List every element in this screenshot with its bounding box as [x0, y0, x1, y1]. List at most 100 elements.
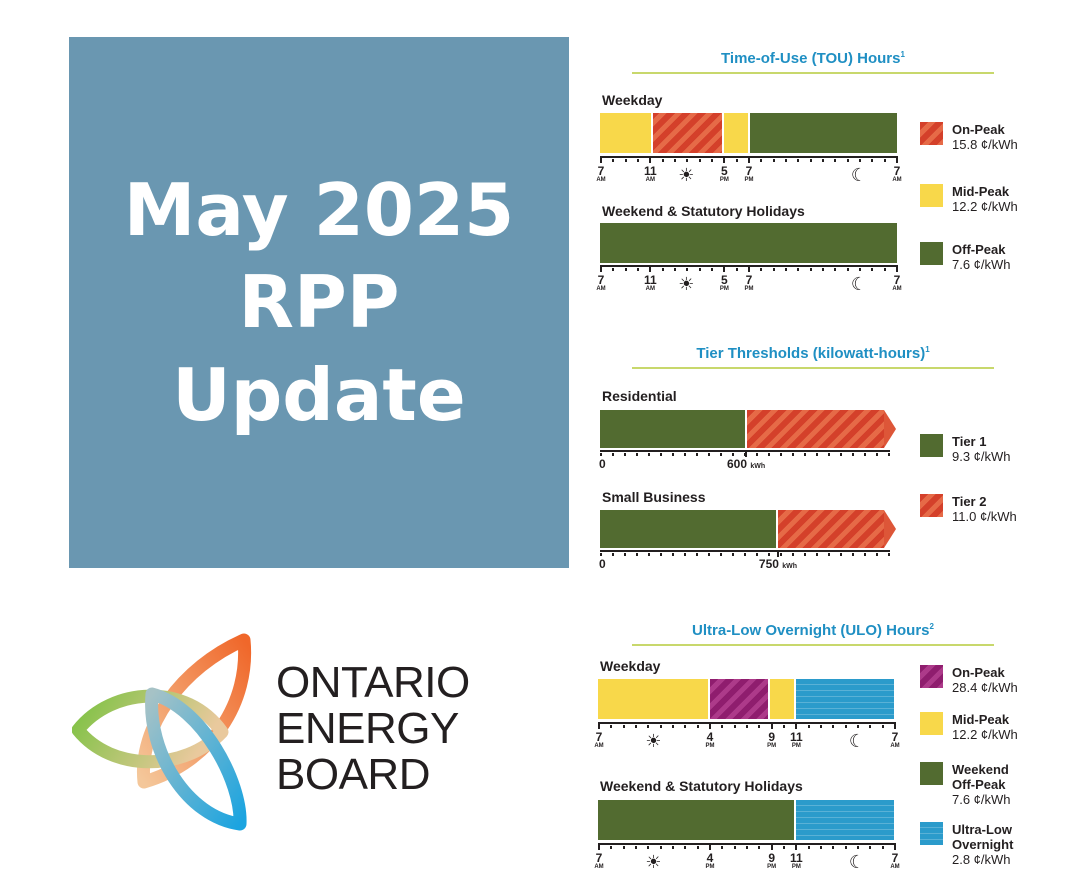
ulo-footnote-mark: 2	[929, 622, 934, 631]
axis-minor-tick	[859, 268, 861, 271]
axis-minor-tick	[852, 453, 854, 456]
axis-minor-tick	[684, 846, 687, 849]
axis-minor-tick	[871, 268, 874, 271]
axis-minor-tick	[672, 846, 674, 849]
axis-minor-tick	[720, 553, 722, 556]
axis-zero-label: 0	[599, 457, 606, 471]
axis-minor-tick	[756, 453, 758, 456]
axis-minor-tick	[635, 846, 637, 849]
legend-price: 15.8 ¢/kWh	[952, 137, 1018, 152]
axis-minor-tick	[661, 268, 664, 271]
axis-minor-tick	[772, 268, 775, 271]
axis-major-tick	[598, 722, 600, 729]
legend-price: 11.0 ¢/kWh	[952, 509, 1017, 524]
axis-minor-tick	[820, 846, 822, 849]
tou-weekday-time-axis: 7 AM 11 AM 5 PM 7 PM 7 AM ☀ ☾	[596, 156, 902, 192]
org-line-2: ENERGY	[276, 704, 459, 753]
axis-minor-tick	[647, 725, 650, 728]
axis-minor-tick	[746, 725, 748, 728]
axis-minor-tick	[672, 725, 674, 728]
axis-minor-tick	[624, 159, 627, 162]
axis-minor-tick	[756, 553, 758, 556]
legend-price: 9.3 ¢/kWh	[952, 449, 1011, 464]
axis-major-tick	[600, 156, 602, 163]
axis-minor-tick	[871, 159, 874, 162]
legend-price: 7.6 ¢/kWh	[952, 257, 1011, 272]
axis-minor-tick	[622, 725, 625, 728]
axis-major-tick	[723, 156, 726, 163]
axis-minor-tick	[708, 553, 710, 556]
axis-minor-tick	[647, 846, 650, 849]
axis-minor-tick	[624, 453, 626, 456]
axis-minor-tick	[661, 159, 664, 162]
axis-minor-tick	[684, 553, 686, 556]
axis-minor-tick	[809, 268, 812, 271]
ulo-title-text: Ultra-Low Overnight (ULO) Hours	[692, 622, 930, 639]
axis-minor-tick	[696, 553, 698, 556]
axis-minor-tick	[760, 159, 763, 162]
axis-minor-tick	[844, 725, 847, 728]
axis-tick-label: 7 AM	[892, 273, 902, 292]
axis-minor-tick	[834, 268, 837, 271]
moon-icon: ☾	[850, 274, 868, 294]
axis-major-tick	[709, 722, 711, 729]
axis-major-tick	[894, 843, 896, 850]
axis-minor-tick	[696, 846, 699, 849]
moon-icon: ☾	[850, 165, 868, 185]
axis-minor-tick	[876, 553, 878, 556]
axis-minor-tick	[744, 553, 746, 556]
legend-label: Tier 1	[952, 434, 987, 449]
axis-minor-tick	[659, 846, 662, 849]
axis-minor-tick	[797, 159, 800, 162]
moon-icon: ☾	[848, 852, 866, 872]
title-line-2: RPP	[238, 260, 400, 345]
axis-tick-label: 7 AM	[596, 164, 606, 183]
axis-tick-label: 4 PM	[705, 730, 715, 749]
axis-minor-tick	[772, 159, 775, 162]
axis-tick-label: 7 AM	[594, 851, 604, 870]
axis-major-tick	[748, 265, 750, 272]
tier-residential-axis: 0 600 kWh	[599, 450, 890, 476]
axis-minor-tick	[686, 159, 689, 162]
axis-minor-tick	[686, 268, 689, 271]
axis-minor-tick	[834, 159, 837, 162]
title-panel: May 2025 RPP Update	[69, 37, 569, 568]
tou-weekend-label: Weekend & Statutory Holidays	[602, 203, 805, 219]
sun-icon: ☀	[645, 731, 662, 751]
axis-line	[598, 843, 896, 845]
axis-minor-tick	[636, 453, 638, 456]
axis-minor-tick	[746, 846, 748, 849]
axis-minor-tick	[698, 159, 701, 162]
axis-major-tick	[598, 843, 600, 850]
axis-minor-tick	[624, 268, 627, 271]
legend-price: 12.2 ¢/kWh	[952, 199, 1018, 214]
axis-minor-tick	[804, 553, 806, 556]
axis-minor-tick	[785, 159, 787, 162]
axis-major-tick	[795, 722, 798, 729]
tou-weekday-on-peak	[651, 113, 723, 153]
axis-minor-tick	[844, 846, 847, 849]
legend-label: Tier 2	[952, 494, 987, 509]
axis-minor-tick	[840, 453, 842, 456]
tou-weekday-mid-morning	[600, 113, 651, 153]
legend-price: 12.2 ¢/kWh	[952, 727, 1018, 742]
axis-tick-label: 7 PM	[744, 273, 754, 292]
axis-minor-tick	[732, 553, 734, 556]
axis-minor-tick	[624, 553, 626, 556]
axis-major-tick	[795, 843, 798, 850]
axis-major-tick	[896, 156, 898, 163]
tier-small-business-tier1	[600, 510, 776, 548]
axis-minor-tick	[888, 453, 890, 456]
axis-minor-tick	[758, 846, 761, 849]
axis-minor-tick	[785, 268, 787, 271]
title-line-1: May 2025	[123, 168, 515, 253]
oeb-logo-icon	[71, 632, 252, 832]
tou-weekday-mid-evening	[724, 113, 749, 153]
tier-small-business-tier2	[778, 510, 884, 548]
tier-title-text: Tier Thresholds (kilowatt-hours)	[696, 345, 926, 362]
threshold-label: 750 kWh	[758, 557, 798, 571]
organization-name: ONTARIO ENERGY BOARD	[276, 660, 470, 798]
axis-line	[598, 722, 896, 724]
axis-minor-tick	[660, 553, 662, 556]
tier-residential-bar	[600, 410, 896, 448]
